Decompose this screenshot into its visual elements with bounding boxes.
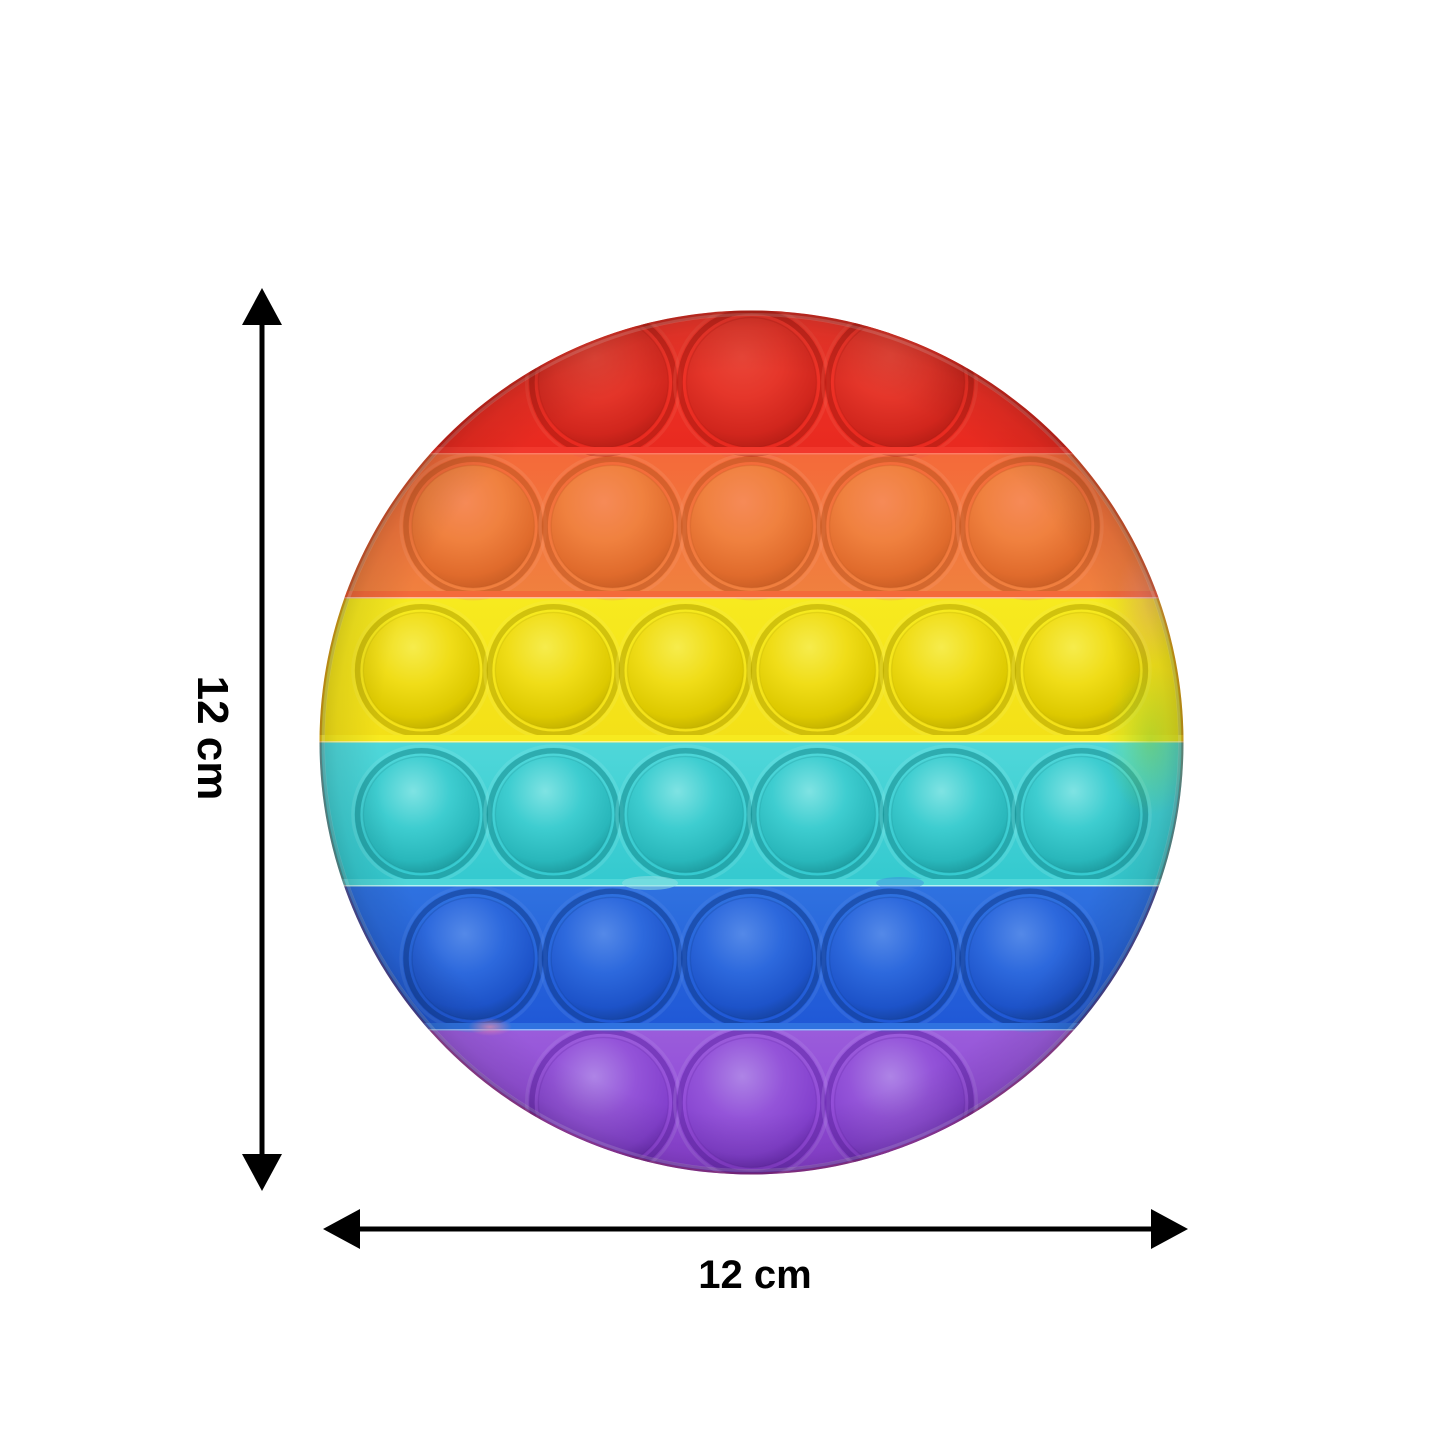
svg-text:12 cm: 12 cm — [698, 1253, 811, 1297]
svg-text:12 cm: 12 cm — [188, 676, 237, 801]
